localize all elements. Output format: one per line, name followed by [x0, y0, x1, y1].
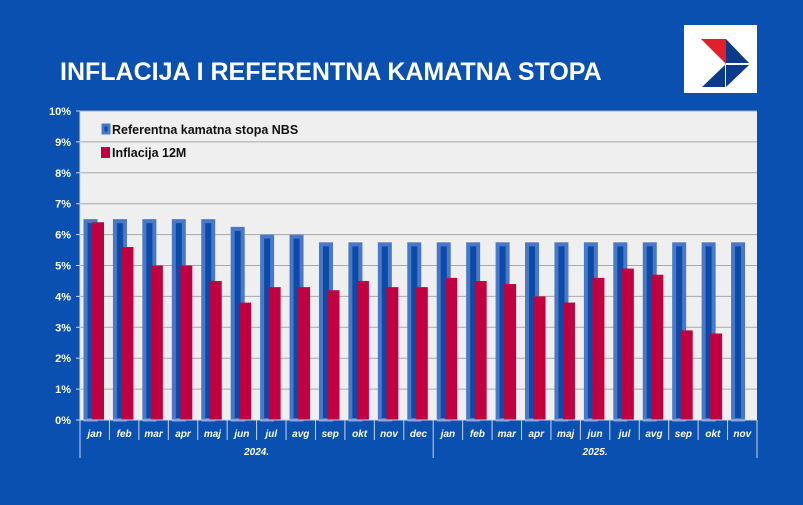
legend-label: Referentna kamatna stopa NBS: [112, 123, 298, 137]
bar-inflacija: [150, 265, 163, 420]
legend-swatch-referentna: [101, 123, 111, 135]
bar-inflacija: [415, 287, 428, 420]
x-tick-label: sep: [322, 429, 339, 440]
bar-inflacija: [327, 290, 340, 420]
group-label: 2024.: [243, 447, 269, 458]
bar-inflacija: [710, 333, 723, 420]
y-tick-label: 1%: [55, 384, 71, 396]
legend-label: Inflacija 12M: [112, 146, 186, 160]
y-tick-label: 5%: [55, 261, 71, 273]
x-tick-label: feb: [117, 429, 132, 440]
bar-inflacija: [651, 274, 664, 420]
x-tick-label: jan: [439, 429, 455, 440]
nbs-logo: [684, 25, 757, 93]
x-tick-label: nov: [733, 429, 752, 440]
bar-inflacija: [92, 222, 104, 420]
bar-inflacija: [562, 302, 575, 420]
bar-inflacija: [180, 265, 193, 420]
x-tick-label: jul: [263, 429, 277, 440]
y-tick-label: 9%: [55, 137, 71, 149]
bar-referentna-stopa: [731, 242, 746, 422]
x-tick-label: avg: [645, 429, 662, 440]
y-tick-label: 2%: [55, 353, 71, 365]
bar-inflacija: [386, 287, 399, 420]
chart-title: INFLACIJA I REFERENTNA KAMATNA STOPA: [60, 58, 602, 86]
y-tick-label: 7%: [55, 199, 71, 211]
bar-inflacija: [298, 287, 311, 420]
group-label: 2025.: [582, 447, 608, 458]
x-tick-label: apr: [175, 429, 192, 440]
bar-inflacija: [209, 280, 222, 420]
bar-inflacija: [621, 268, 634, 420]
bar-inflacija: [268, 287, 281, 420]
x-tick-label: jan: [85, 429, 101, 440]
bar-inflacija: [504, 284, 517, 420]
x-tick-label: maj: [557, 429, 574, 440]
y-tick-label: 8%: [55, 168, 71, 180]
bar-inflacija: [239, 302, 252, 420]
x-tick-label: dec: [410, 429, 428, 440]
y-tick-label: 6%: [55, 230, 71, 242]
x-tick-label: mar: [144, 429, 163, 440]
x-tick-label: okt: [705, 429, 721, 440]
bar-inflacija: [121, 246, 134, 420]
x-tick-label: jun: [232, 429, 249, 440]
y-tick-label: 10%: [49, 106, 71, 118]
y-tick-label: 0%: [55, 415, 71, 427]
x-tick-label: avg: [292, 429, 309, 440]
x-tick-label: nov: [380, 429, 399, 440]
x-tick-label: sep: [675, 429, 692, 440]
bar-inflacija: [356, 280, 369, 420]
bar-inflacija: [533, 296, 546, 420]
y-tick-label: 4%: [55, 291, 71, 303]
x-tick-label: maj: [204, 429, 221, 440]
bar-inflacija: [592, 277, 605, 420]
bar-inflacija: [445, 277, 458, 420]
x-tick-label: mar: [498, 429, 517, 440]
bar-inflacija: [680, 330, 693, 420]
x-tick-label: okt: [352, 429, 368, 440]
x-tick-label: apr: [528, 429, 545, 440]
x-tick-label: feb: [470, 429, 485, 440]
bar-inflacija: [474, 280, 487, 420]
y-tick-label: 3%: [55, 322, 71, 334]
x-tick-label: jun: [586, 429, 603, 440]
legend-swatch-inflacija: [101, 147, 110, 158]
x-tick-label: jul: [617, 429, 631, 440]
